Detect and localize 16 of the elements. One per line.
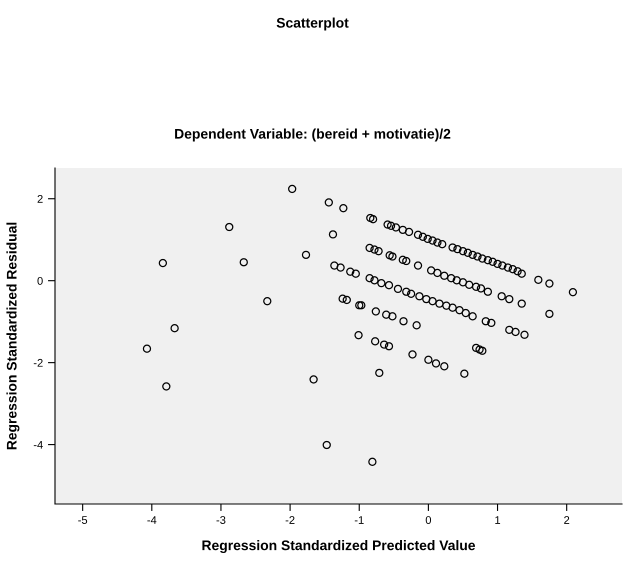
x-tick-label: 2: [564, 516, 570, 524]
x-axis-title: Regression Standardized Predicted Value: [202, 540, 476, 554]
x-tick-label: -1: [354, 516, 364, 524]
chart-title: Scatterplot: [276, 18, 349, 30]
y-tick-label: 2: [38, 195, 43, 203]
chart-subtitle: Dependent Variable: (bereid + motivatie)/2: [175, 128, 450, 142]
x-tick-label: -3: [216, 516, 226, 524]
x-tick-label: -4: [147, 516, 156, 524]
y-tick-label: -2: [34, 358, 43, 367]
x-tick-label: 1: [495, 516, 500, 524]
y-axis-title: Regression Standardized Residual: [6, 222, 20, 450]
x-tick-label: -2: [286, 516, 294, 524]
y-tick-label: 0: [37, 276, 43, 285]
x-tick-label: 0: [426, 516, 432, 524]
x-tick-label: -5: [78, 516, 88, 524]
y-tick-label: -4: [34, 440, 43, 449]
